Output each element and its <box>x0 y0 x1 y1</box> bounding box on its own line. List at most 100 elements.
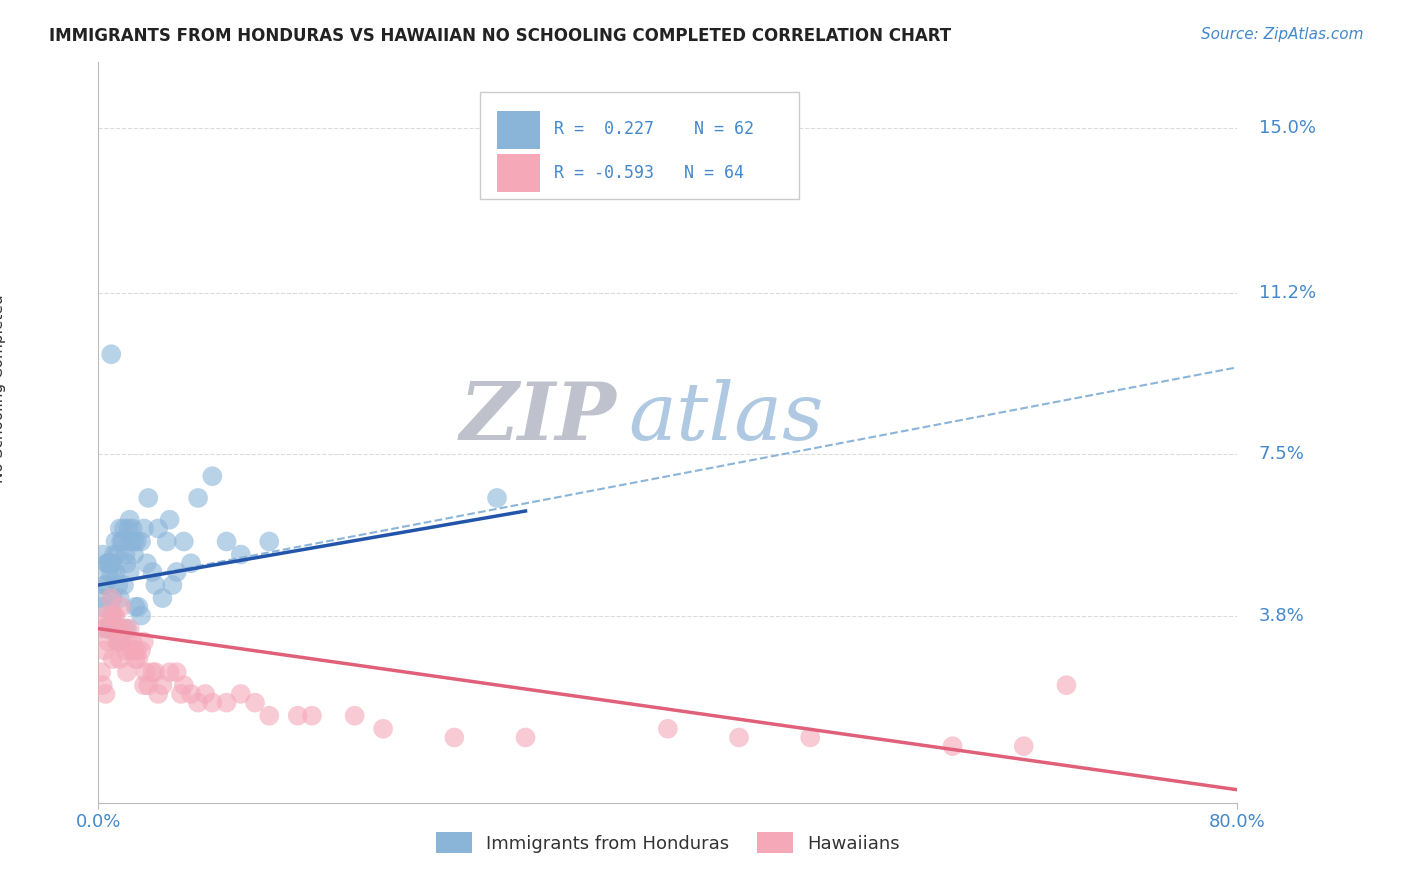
Point <box>229 548 252 562</box>
Point <box>132 678 155 692</box>
Point <box>129 643 152 657</box>
Point <box>118 565 141 579</box>
Point <box>93 578 115 592</box>
Point <box>122 548 145 562</box>
Point <box>166 565 188 579</box>
Point <box>125 643 148 657</box>
Point <box>112 521 135 535</box>
Point <box>942 739 965 754</box>
Point <box>121 634 143 648</box>
Point <box>152 591 174 606</box>
Point <box>107 634 129 648</box>
Point <box>115 556 138 570</box>
Point <box>162 578 184 592</box>
Point <box>91 678 114 692</box>
Point <box>108 521 131 535</box>
Point <box>120 643 142 657</box>
Point <box>105 634 128 648</box>
Point <box>94 608 117 623</box>
Point <box>108 622 131 636</box>
Point <box>112 622 135 636</box>
Point <box>229 687 252 701</box>
Point <box>101 556 124 570</box>
Point <box>173 534 195 549</box>
Point <box>108 652 131 666</box>
FancyBboxPatch shape <box>498 111 540 149</box>
Point <box>96 622 118 636</box>
FancyBboxPatch shape <box>498 153 540 192</box>
Text: 11.2%: 11.2% <box>1258 285 1316 302</box>
Point <box>115 622 138 636</box>
Point <box>259 534 281 549</box>
Point <box>243 696 266 710</box>
Point <box>94 687 117 701</box>
Point <box>124 652 146 666</box>
Text: atlas: atlas <box>628 379 824 457</box>
Point <box>100 347 122 361</box>
Point <box>115 665 138 680</box>
Point <box>187 491 209 505</box>
Point <box>129 534 152 549</box>
Point <box>136 491 159 505</box>
Point <box>187 696 209 710</box>
Point <box>107 578 129 592</box>
Point <box>114 548 136 562</box>
Point <box>122 534 145 549</box>
Point <box>96 556 118 570</box>
Point <box>1012 739 1035 754</box>
Point <box>201 696 224 710</box>
Point <box>136 678 159 692</box>
Point <box>127 599 149 614</box>
Point <box>166 665 188 680</box>
Point <box>301 708 323 723</box>
Point <box>98 608 121 623</box>
Point <box>100 565 122 579</box>
Point <box>96 556 118 570</box>
Point <box>108 591 131 606</box>
Point <box>799 731 821 745</box>
Point <box>134 665 156 680</box>
Point <box>108 634 131 648</box>
Point <box>443 731 465 745</box>
Point <box>159 513 181 527</box>
Point <box>118 622 141 636</box>
Point <box>515 731 537 745</box>
Point <box>1056 678 1078 692</box>
Text: R =  0.227    N = 62: R = 0.227 N = 62 <box>554 120 754 138</box>
Point <box>132 634 155 648</box>
Text: Source: ZipAtlas.com: Source: ZipAtlas.com <box>1201 27 1364 42</box>
Point <box>90 665 112 680</box>
Point <box>194 687 217 701</box>
Point <box>141 565 163 579</box>
Point <box>148 687 170 701</box>
Text: 7.5%: 7.5% <box>1258 445 1305 464</box>
Point <box>728 731 751 745</box>
Text: 15.0%: 15.0% <box>1258 119 1316 136</box>
Point <box>180 556 202 570</box>
Point <box>93 643 115 657</box>
Point <box>101 622 124 636</box>
Point <box>94 578 117 592</box>
Point <box>118 513 141 527</box>
Point <box>173 678 195 692</box>
Point <box>141 665 163 680</box>
Point <box>122 643 145 657</box>
Point <box>89 622 111 636</box>
Point <box>215 696 238 710</box>
FancyBboxPatch shape <box>479 92 799 200</box>
Point <box>201 469 224 483</box>
Point <box>124 599 146 614</box>
Point <box>112 578 135 592</box>
Text: 3.8%: 3.8% <box>1258 607 1305 624</box>
Point <box>152 678 174 692</box>
Point <box>148 521 170 535</box>
Point <box>91 599 114 614</box>
Point <box>657 722 679 736</box>
Point <box>117 521 139 535</box>
Point <box>105 548 128 562</box>
Point <box>145 578 167 592</box>
Point <box>98 622 121 636</box>
Point <box>111 534 134 549</box>
Point <box>371 722 394 736</box>
Point <box>129 608 152 623</box>
